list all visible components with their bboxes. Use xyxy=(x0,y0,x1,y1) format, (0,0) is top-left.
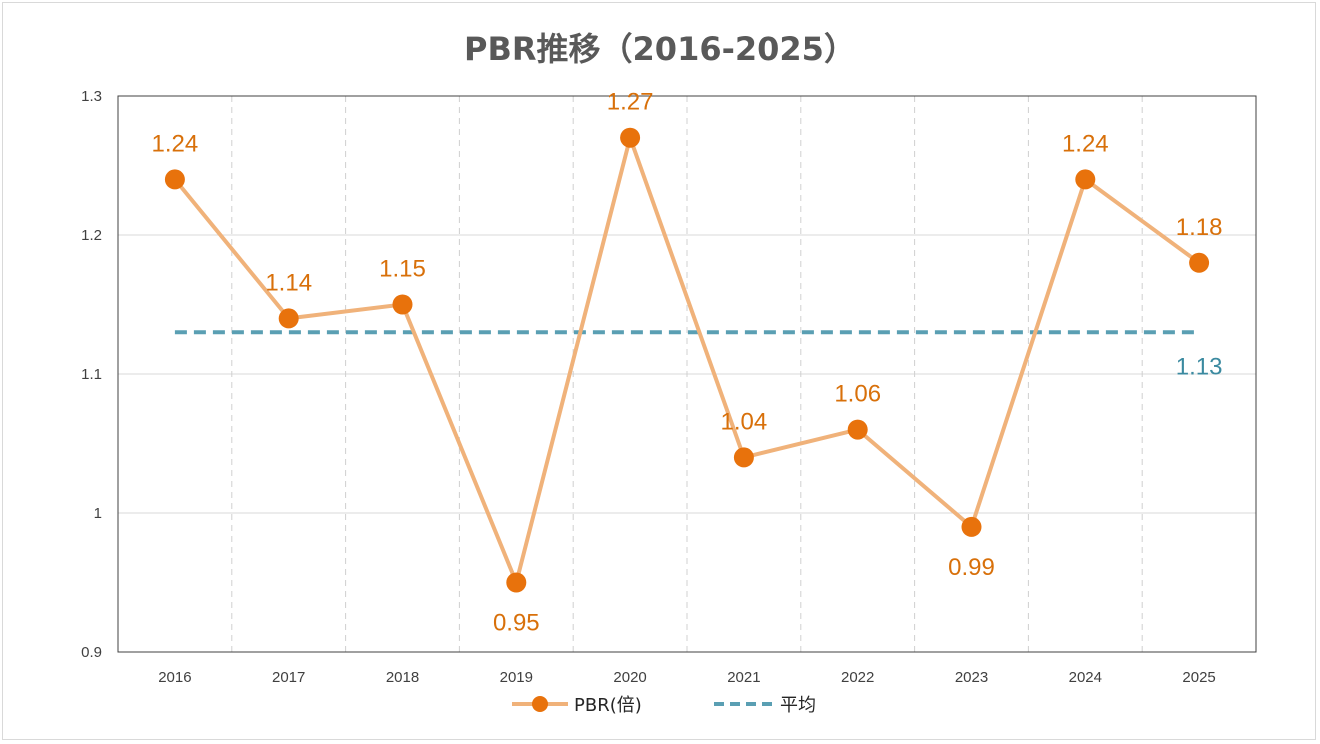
pbr-series-line xyxy=(173,135,1201,585)
x-tick-label: 2020 xyxy=(613,669,646,686)
plot-area-border xyxy=(117,95,1257,653)
pbr-data-point xyxy=(847,419,868,440)
y-tick-label: 1 xyxy=(94,505,102,522)
pbr-data-label: 0.95 xyxy=(493,610,540,637)
pbr-data-label: 1.04 xyxy=(721,408,768,435)
x-tick-label: 2018 xyxy=(386,669,419,686)
legend-pbr-marker xyxy=(532,696,548,712)
y-tick-label: 0.9 xyxy=(81,644,102,661)
chart-title: PBR推移（2016-2025） xyxy=(464,30,856,68)
pbr-data-point xyxy=(1075,169,1096,190)
pbr-data-label: 1.18 xyxy=(1176,214,1223,241)
pbr-data-label: 1.06 xyxy=(834,381,881,408)
pbr-data-point xyxy=(506,572,527,593)
pbr-data-label: 1.15 xyxy=(379,256,426,283)
pbr-data-label: 1.24 xyxy=(152,130,199,157)
legend-pbr-label: PBR(倍) xyxy=(574,695,642,716)
x-tick-label: 2022 xyxy=(841,669,874,686)
x-tick-label: 2025 xyxy=(1182,669,1215,686)
pbr-data-point xyxy=(1189,252,1210,273)
pbr-data-label: 1.24 xyxy=(1062,130,1109,157)
legend: PBR(倍) 平均 xyxy=(512,695,816,716)
pbr-series xyxy=(164,127,1210,593)
x-tick-label: 2021 xyxy=(727,669,760,686)
average-series: 1.13 xyxy=(174,330,1223,380)
pbr-data-point xyxy=(733,447,754,468)
legend-average-label: 平均 xyxy=(780,695,816,716)
y-axis-ticks: 0.9 1 1.1 1.2 1.3 xyxy=(81,88,102,661)
x-tick-label: 2023 xyxy=(955,669,988,686)
pbr-data-point xyxy=(961,516,982,537)
pbr-data-point xyxy=(278,308,299,329)
x-axis-ticks: 2016 2017 2018 2019 2020 2021 2022 2023 2024 2025 xyxy=(158,669,1216,686)
pbr-data-point xyxy=(620,127,641,148)
x-tick-label: 2024 xyxy=(1069,669,1102,686)
x-tick-label: 2019 xyxy=(500,669,533,686)
x-tick-label: 2017 xyxy=(272,669,305,686)
x-tick-label: 2016 xyxy=(158,669,191,686)
y-tick-label: 1.2 xyxy=(81,227,102,244)
pbr-data-point xyxy=(164,169,185,190)
pbr-data-label: 1.27 xyxy=(607,89,654,116)
average-data-label: 1.13 xyxy=(1176,353,1223,380)
y-tick-label: 1.1 xyxy=(81,366,102,383)
pbr-data-point xyxy=(392,294,413,315)
pbr-data-label: 1.14 xyxy=(265,269,312,296)
y-tick-label: 1.3 xyxy=(81,88,102,105)
pbr-data-label: 0.99 xyxy=(948,554,995,581)
data-labels: 1.24 1.14 1.15 0.95 1.27 1.04 1.06 0.99 1.24 1.18 xyxy=(152,89,1223,637)
